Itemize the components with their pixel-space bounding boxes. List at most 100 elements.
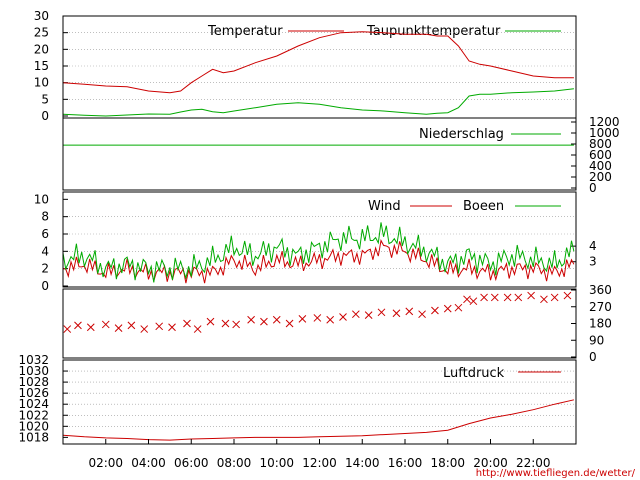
dir-point	[86, 323, 95, 332]
rain-y-tick-label: 400	[589, 159, 612, 173]
dir-point-stroke	[503, 293, 512, 302]
wind-series-1-line	[62, 222, 575, 283]
dir-point-stroke	[285, 319, 294, 328]
temp-y-tick-label: 5	[41, 92, 49, 106]
temp-y-tick-label: 10	[34, 76, 49, 90]
rain-y-tick-label: 1000	[589, 126, 620, 140]
dir-point-stroke	[221, 319, 230, 328]
temp-series-1-line	[62, 88, 574, 117]
dir-point-stroke	[101, 320, 110, 329]
dir-point	[260, 317, 268, 326]
dir-point-stroke	[480, 293, 488, 302]
dir-point-stroke	[550, 293, 559, 302]
dir-point	[326, 315, 335, 324]
dir-y-tick-label: 0	[589, 350, 597, 364]
wind-y-tick-label: 2	[41, 262, 49, 276]
dir-point	[503, 293, 512, 302]
dir-point	[563, 291, 572, 300]
dir-point-stroke	[490, 293, 499, 302]
legend-niederschlag: Niederschlag	[419, 127, 504, 142]
dir-point	[540, 295, 548, 304]
rain-y-tick-label: 1200	[589, 115, 620, 129]
dir-point	[232, 320, 240, 329]
dir-point	[140, 325, 149, 333]
wind-direction-panel: 0 90 180 270 360	[62, 283, 612, 364]
dir-y-tick-label: 360	[589, 283, 612, 297]
rain-y-tick-label: 600	[589, 148, 612, 162]
dir-point	[364, 311, 373, 319]
dir-point-stroke	[183, 319, 191, 328]
legend-boeen: Boeen	[463, 199, 504, 214]
rain-y-tick-label: 800	[589, 137, 612, 151]
legend-taupunkttemperatur: Taupunkttemperatur	[366, 24, 501, 39]
wind-panel: Wind Boeen 0 2 4 6 8 10 3 4	[34, 191, 597, 293]
temp-y-tick-label: 20	[34, 42, 49, 56]
temperature-panel: Temperatur Taupunkttemperatur 0 5 10 15 20 25…	[34, 9, 577, 123]
temp-y-tick-label: 0	[41, 109, 49, 123]
dir-point-stroke	[339, 313, 347, 321]
dir-point-stroke	[514, 293, 523, 302]
footer-url[interactable]: http://www.tiefliegen.de/wetter/	[476, 468, 636, 479]
dir-point-stroke	[469, 297, 478, 306]
dir-point-stroke	[206, 317, 215, 326]
dir-point	[443, 304, 452, 313]
dir-y-tick-label: 90	[589, 333, 604, 347]
dir-point	[405, 307, 414, 316]
dir-point	[377, 308, 386, 317]
time-axis: 02:00 04:00 06:00 08:00 10:00 12:00 14:00 16:00…	[88, 439, 551, 470]
press-series-0-line	[62, 399, 575, 441]
dir-point-stroke	[540, 295, 548, 304]
dir-point-stroke	[463, 295, 471, 304]
dir-point	[431, 306, 439, 315]
dir-point	[418, 310, 426, 319]
dir-point-stroke	[326, 315, 335, 324]
time-tick-label: 02:00	[88, 456, 123, 470]
time-tick-label: 20:00	[473, 456, 508, 470]
pressure-panel: Luftdruck 101810201022102410261028103010…	[18, 353, 577, 445]
dir-point	[351, 310, 360, 319]
dir-point-stroke	[443, 304, 452, 313]
dir-point-stroke	[272, 315, 281, 324]
dir-point	[392, 309, 401, 318]
press-y-tick-label: 1028	[18, 375, 49, 389]
press-y-tick-label: 1030	[18, 364, 49, 378]
dir-point	[463, 295, 471, 304]
dir-y-tick-label: 180	[589, 317, 612, 331]
dir-point-stroke	[351, 310, 360, 319]
dir-point	[74, 321, 82, 330]
dir-point-stroke	[405, 307, 414, 316]
dir-point	[183, 319, 191, 328]
time-tick-label: 22:00	[516, 456, 551, 470]
dir-point-stroke	[155, 322, 164, 331]
dir-point	[469, 297, 478, 306]
dir-point-stroke	[431, 306, 439, 315]
dir-point	[514, 293, 523, 302]
dir-point-stroke	[298, 314, 307, 323]
dir-point	[298, 314, 307, 323]
time-tick-label: 12:00	[302, 456, 337, 470]
dir-point-stroke	[127, 321, 136, 330]
dir-point	[63, 325, 72, 333]
press-y-tick-label: 1026	[18, 386, 49, 400]
time-tick-label: 18:00	[430, 456, 465, 470]
temp-series-0-line	[62, 31, 574, 94]
dir-point-stroke	[193, 325, 202, 333]
wind-y-tick-label: 8	[41, 210, 49, 224]
time-tick-label: 16:00	[388, 456, 423, 470]
temp-y-tick-label: 15	[34, 59, 49, 73]
rain-y-tick-label: 200	[589, 170, 612, 184]
dir-point-stroke	[563, 291, 572, 300]
dir-point-stroke	[114, 324, 123, 333]
dir-point-stroke	[418, 310, 426, 319]
dir-point-stroke	[364, 311, 373, 319]
wind-right-tick-label: 4	[589, 239, 597, 253]
dir-point-stroke	[377, 308, 386, 317]
wind-panel-frame	[62, 191, 577, 288]
time-tick-label: 08:00	[217, 456, 252, 470]
dir-point-stroke	[313, 314, 322, 322]
dir-point	[272, 315, 281, 324]
wind-y-tick-label: 6	[41, 227, 49, 241]
dir-point-stroke	[527, 291, 535, 300]
dir-point-stroke	[247, 315, 255, 324]
